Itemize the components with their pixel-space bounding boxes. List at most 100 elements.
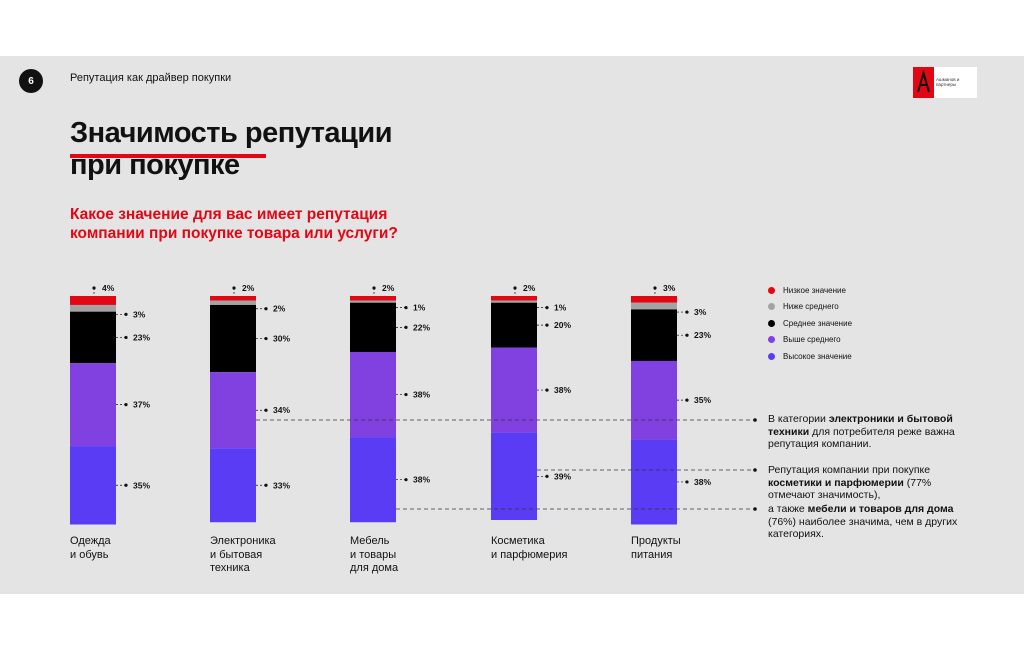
value-label: 34% [273, 405, 290, 415]
page-number-badge: 6 [19, 69, 43, 93]
value-label: 23% [694, 330, 711, 340]
bar-segment-above_avg [631, 360, 677, 440]
category-label-line: для дома [350, 562, 399, 574]
category-label: Продукты питания [631, 535, 681, 562]
category-label: Косметика и парфюмерия [491, 535, 567, 562]
value-dot [404, 478, 408, 482]
value-label: 35% [694, 395, 711, 405]
value-label: 38% [413, 475, 430, 485]
value-dot [124, 403, 128, 407]
category-label-line: Электроника [210, 535, 276, 547]
logo-mark-icon [913, 67, 934, 98]
annotation-text: (77% отмечают значимость), [768, 476, 932, 502]
annotation-text: мебели и товаров для дома [807, 503, 954, 515]
annotation-text: (76%) наиболее значима, чем в других кат… [768, 515, 958, 541]
category-label: Мебель и товары для дома [350, 535, 398, 576]
value-dot [264, 307, 268, 311]
bar-segment-above_avg [350, 352, 396, 438]
category-label-line: и парфюмерия [491, 548, 568, 561]
annotation-text: косметики и парфюмерии [768, 476, 904, 489]
legend-dot-icon [768, 303, 775, 311]
category-label-line: Мебель [350, 535, 390, 547]
value-label: 2% [242, 283, 255, 293]
category-label: Одежда и обувь [70, 535, 111, 562]
value-dot [404, 325, 408, 329]
bar-segment-below_avg [70, 304, 116, 312]
section-title: Репутация как драйвер покупки [70, 72, 232, 84]
legend-label: Выше среднего [783, 335, 841, 345]
bar-segment-low [631, 296, 677, 303]
value-label: 2% [523, 283, 536, 293]
value-label: 37% [133, 400, 150, 410]
annotation-text: а также [768, 503, 808, 515]
category-label-line: питания [631, 548, 673, 561]
annotation-text: Репутация компании при покупке [768, 464, 931, 476]
value-label: 2% [273, 304, 286, 314]
company-logo: Ашманов и партнеры [913, 67, 977, 98]
legend-label: Высокое значение [783, 351, 852, 361]
value-dot [685, 333, 689, 337]
category-label-line: Косметика [491, 535, 545, 547]
annotation-text: для потребителя реже важна репутация ком… [768, 425, 955, 451]
legend-label: Среднее значение [783, 318, 853, 328]
value-dot [124, 312, 128, 316]
annotation-note: В категории электроники и бытовой техник… [768, 413, 978, 451]
value-label: 22% [413, 322, 430, 332]
connector-furniture-dot [753, 507, 757, 511]
connector-electronics-dot [753, 418, 757, 422]
bar-segment-above_avg [210, 372, 256, 449]
bar-segment-low [210, 296, 256, 301]
category-label-line: и товары [350, 548, 397, 561]
value-dot [685, 398, 689, 402]
bar-segment-avg [350, 302, 396, 352]
bar-segment-below_avg [631, 302, 677, 310]
bar-segment-high [350, 437, 396, 523]
page-title-line1: Значимость репутации [70, 117, 393, 149]
value-label: 35% [133, 480, 150, 490]
value-dot [545, 306, 549, 310]
category-label-line: Продукты [631, 535, 681, 547]
annotation-text: электроники и бытовой техники [768, 413, 953, 438]
legend-dot-icon [768, 286, 775, 294]
legend-label: Ниже среднего [783, 302, 839, 312]
bar-segment-high [210, 448, 256, 523]
annotation-text: В категории [768, 413, 829, 425]
category-label-line: Одежда [70, 535, 111, 547]
legend-dot-icon [768, 336, 775, 344]
category-label-line: техника [210, 562, 250, 574]
legend-item-below_avg: Ниже среднего [768, 299, 852, 316]
value-label: 30% [273, 334, 290, 344]
value-dot [404, 306, 408, 310]
value-dot [685, 480, 689, 484]
value-label: 38% [413, 390, 430, 400]
value-label: 1% [413, 303, 426, 313]
value-dot [264, 408, 268, 412]
bar-segment-low [491, 296, 537, 301]
category-label-line: и обувь [70, 548, 109, 561]
value-label: 38% [694, 477, 711, 487]
page-title: Значимость репутации при покупке [70, 117, 393, 181]
value-label: 20% [554, 320, 571, 330]
bar-segment-high [631, 439, 677, 525]
survey-question: Какое значение для вас имеет репутация к… [70, 206, 398, 242]
bar-segment-avg [631, 309, 677, 361]
bar-segment-below_avg [491, 300, 537, 303]
legend-item-high: Высокое значение [768, 348, 852, 365]
value-dot [264, 483, 268, 487]
value-dot [685, 310, 689, 314]
value-label: 1% [554, 303, 567, 313]
bar-segment-avg [70, 311, 116, 364]
annotation-note: Репутация компании при покупке косметики… [768, 464, 978, 502]
value-label: 3% [663, 283, 676, 293]
bar-segment-below_avg [350, 300, 396, 303]
value-dot [545, 474, 549, 478]
bar-segment-avg [491, 302, 537, 348]
bar-segment-below_avg [210, 300, 256, 305]
bar-segment-above_avg [70, 363, 116, 447]
bar-segment-high [70, 446, 116, 525]
legend-item-above_avg: Выше среднего [768, 332, 852, 349]
value-dot [545, 388, 549, 392]
value-label: 2% [382, 283, 395, 293]
bar-segment-above_avg [491, 347, 537, 433]
bar-segment-avg [210, 304, 256, 373]
